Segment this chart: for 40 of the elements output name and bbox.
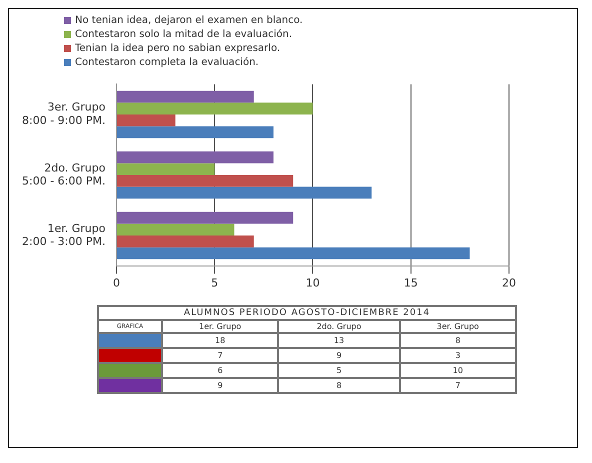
- bar: [116, 236, 254, 248]
- data-label: 5: [278, 363, 400, 378]
- data-label: 7: [162, 348, 278, 363]
- x-tick-label: 15: [404, 276, 418, 290]
- bar: [116, 90, 254, 103]
- x-tick-label: 20: [502, 276, 516, 290]
- legend-label: Tenian la idea pero no sabian expresarlo.: [75, 43, 280, 54]
- data-label: 9: [278, 348, 400, 363]
- text: ALUMNOS PERIODO AGOSTO-DICIEMBRE 2014: [98, 306, 516, 320]
- y-tick-label: 1er. Grupo 2:00 - 3:00 PM.: [22, 222, 106, 248]
- legend-label: Contestaron completa la evaluación.: [75, 57, 259, 68]
- bar: [116, 212, 294, 224]
- x-tick-label: 0: [112, 276, 120, 290]
- bar: [116, 163, 215, 175]
- category-label: 2do. Grupo: [278, 320, 400, 333]
- y-tick-label: 2do. Grupo 5:00 - 6:00 PM.: [22, 161, 106, 188]
- data-label: 13: [278, 333, 400, 348]
- data-label: 8: [278, 378, 400, 393]
- legend-label: Contestaron solo la mitad de la evaluación.: [75, 29, 292, 40]
- data-label: 7: [400, 378, 516, 393]
- bar: [116, 175, 294, 187]
- bar: [116, 102, 313, 114]
- bar: [116, 186, 372, 199]
- bar: [116, 114, 176, 126]
- bar: [116, 247, 470, 260]
- x-tick-label: 5: [211, 276, 218, 290]
- data-label: 9: [162, 378, 278, 393]
- x-tick-label: 10: [306, 276, 320, 290]
- data-label: 10: [400, 363, 516, 378]
- y-tick-label: 3er. Grupo 8:00 - 9:00 PM.: [22, 100, 106, 127]
- data-label: 6: [162, 363, 278, 378]
- data-label: 8: [400, 333, 516, 348]
- legend-label: No tenian idea, dejaron el examen en blanco.: [75, 15, 303, 26]
- category-label: 3er. Grupo: [400, 320, 516, 333]
- category-label: 1er. Grupo: [162, 320, 278, 333]
- data-label: 18: [162, 333, 278, 348]
- bar: [116, 224, 234, 236]
- data-label: 3: [400, 348, 516, 363]
- bar: [116, 151, 274, 164]
- bar: [116, 126, 274, 138]
